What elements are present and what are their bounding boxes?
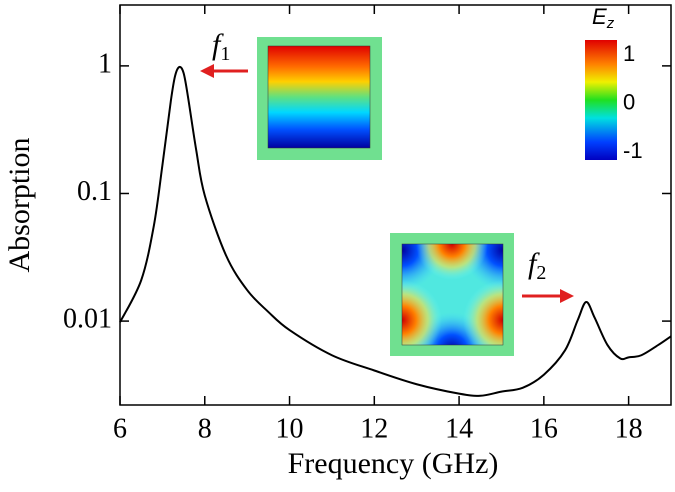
inset-mode-2	[390, 233, 514, 356]
y-axis-label: Absorption	[3, 138, 36, 273]
x-tick-label: 18	[615, 413, 643, 444]
annotation-sub: 2	[536, 262, 546, 284]
inset-mode-1	[257, 37, 382, 160]
colorbar-tick-label: 1	[623, 41, 635, 66]
colorbar-title-text: E	[592, 4, 607, 29]
x-tick-label: 8	[198, 413, 212, 444]
arrows	[200, 64, 574, 303]
annotation: f2	[528, 247, 546, 284]
colorbar-tick-label: -1	[623, 138, 643, 163]
x-tick-label: 16	[530, 413, 558, 444]
colorbar	[585, 40, 617, 160]
y-tick-label: 0.01	[63, 304, 112, 335]
colorbar-title: Ez	[592, 4, 615, 32]
plot-frame	[119, 4, 672, 406]
y-tick-label: 0.1	[77, 176, 112, 207]
x-tick-label: 10	[276, 413, 304, 444]
x-tick-label: 14	[445, 413, 473, 444]
x-tick-label: 12	[360, 413, 388, 444]
colorbar-tick-label: 0	[623, 89, 635, 114]
x-tick-label: 6	[113, 413, 127, 444]
line-series	[119, 65, 672, 397]
annotation-sub: 1	[220, 43, 230, 65]
colorbar-title-sub: z	[606, 15, 615, 32]
annotation: f1	[212, 28, 230, 65]
y-tick-label: 1	[98, 48, 112, 79]
x-axis-label: Frequency (GHz)	[288, 447, 499, 480]
